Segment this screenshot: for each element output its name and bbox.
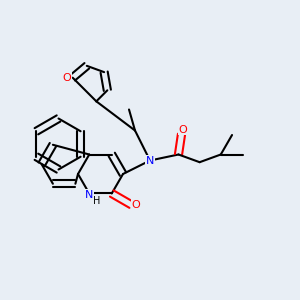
Text: O: O [62,73,71,83]
Text: N: N [85,190,93,200]
Text: N: N [146,155,154,166]
Text: O: O [178,125,188,135]
Text: O: O [131,200,140,210]
Text: H: H [93,196,100,206]
